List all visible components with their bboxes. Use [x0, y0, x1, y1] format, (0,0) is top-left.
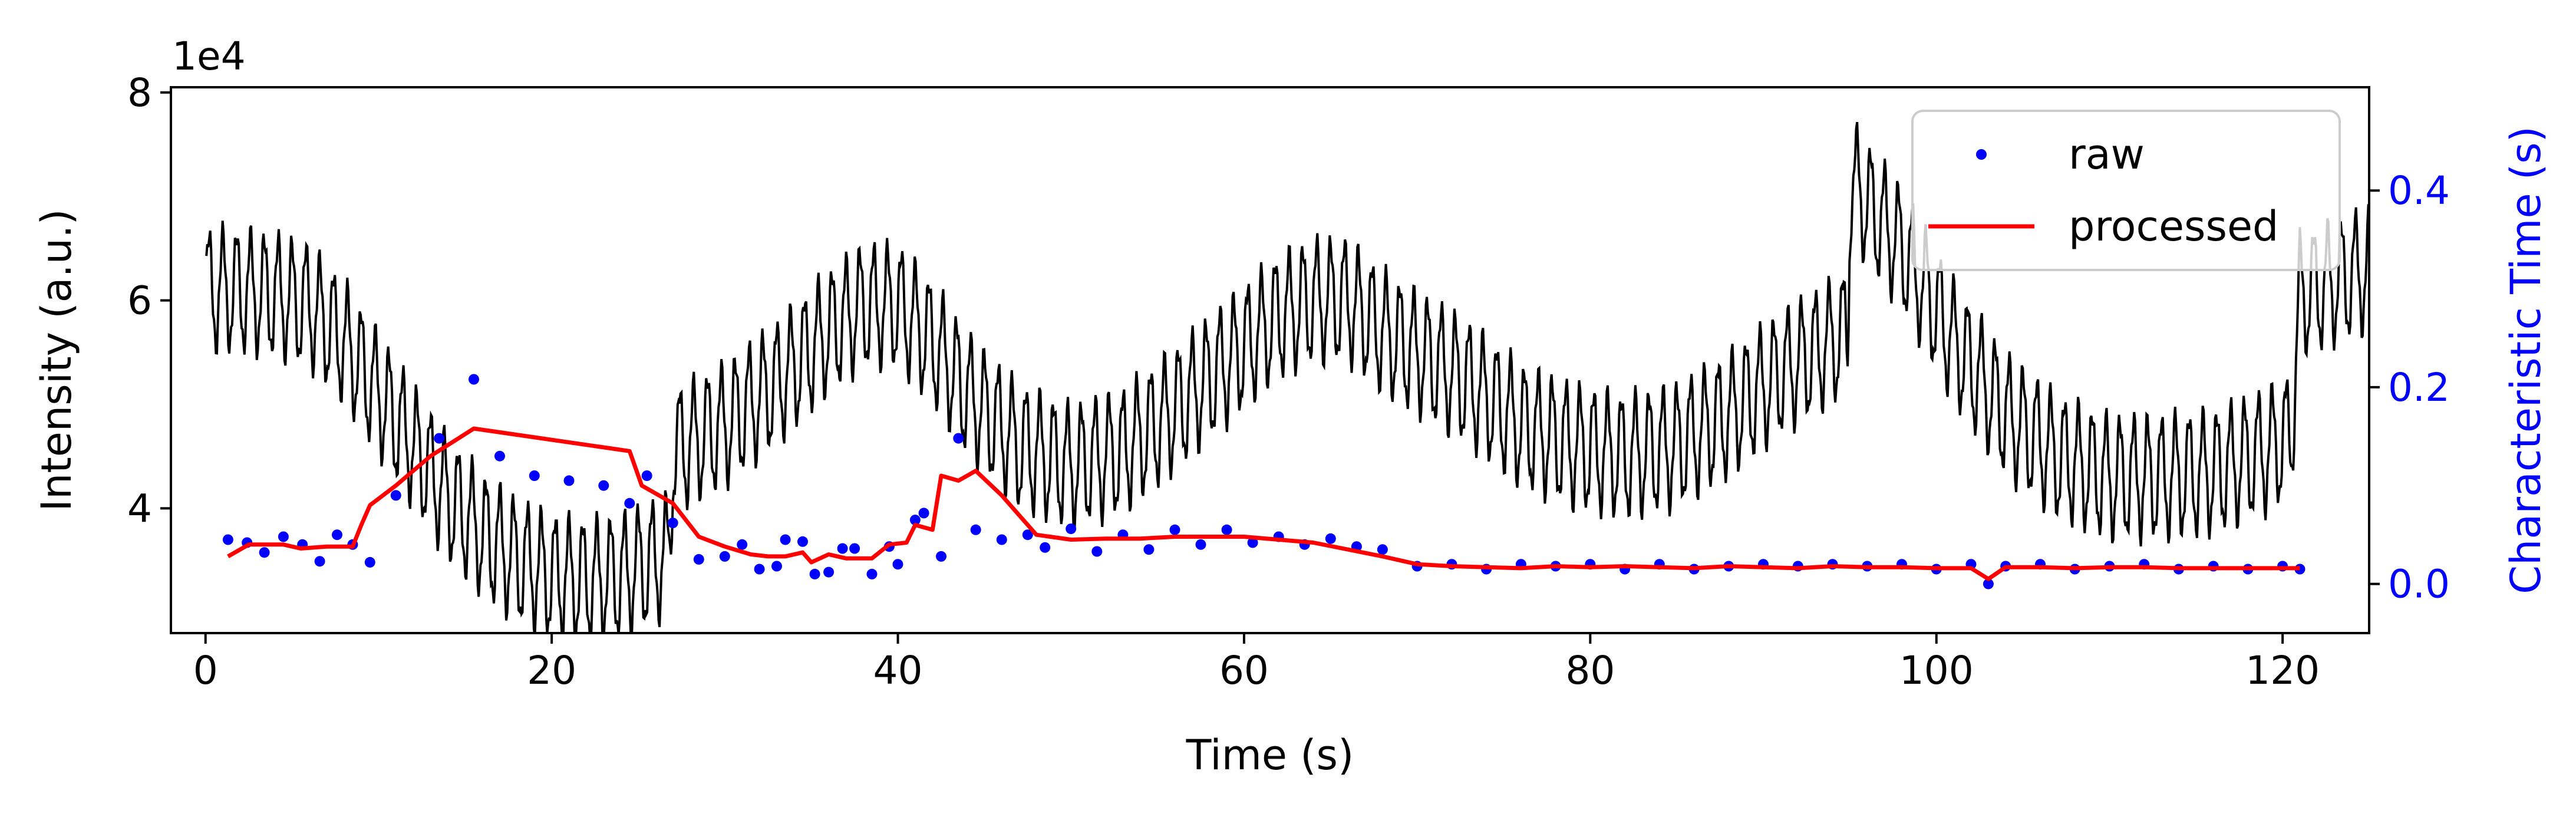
plot-frame: [170, 86, 2370, 634]
raw-point: [1066, 523, 1077, 535]
raw-point: [332, 529, 342, 541]
x-tick-label: 120: [2245, 648, 2320, 693]
raw-point: [1221, 524, 1232, 535]
raw-point: [1040, 542, 1051, 553]
raw-point: [1325, 533, 1336, 544]
raw-point: [866, 568, 878, 579]
raw-point: [953, 433, 964, 444]
raw-point: [754, 564, 765, 575]
x-tick-label: 0: [193, 648, 218, 693]
raw-point: [1022, 529, 1033, 541]
right-y-tick-label: 0.2: [2388, 365, 2450, 410]
x-tick-label: 80: [1565, 648, 1615, 693]
raw-point: [719, 551, 730, 562]
raw-point: [529, 470, 540, 481]
left-y-axis: 4 6 8: [127, 70, 171, 531]
raw-point: [494, 450, 505, 462]
raw-point: [278, 531, 289, 542]
raw-point: [259, 547, 270, 558]
x-tick-label: 40: [873, 648, 923, 693]
legend: raw processed: [1911, 110, 2341, 271]
left-y-axis-label: Intensity (a.u.): [32, 209, 81, 511]
raw-point: [892, 559, 903, 570]
intensity-line: [205, 121, 2369, 633]
raw-point: [1143, 544, 1155, 555]
raw-point: [797, 536, 808, 547]
left-y-tick-label: 8: [127, 70, 152, 116]
legend-processed-label: processed: [2069, 202, 2279, 251]
raw-point: [1377, 544, 1388, 555]
x-tick-label: 20: [527, 648, 576, 693]
legend-raw-label: raw: [2069, 130, 2145, 179]
raw-point: [1195, 539, 1206, 550]
left-y-tick-label: 6: [127, 278, 152, 324]
raw-point: [364, 556, 375, 568]
raw-point: [222, 534, 233, 545]
raw-point: [970, 524, 981, 535]
right-y-axis-label: Characteristic Time (s): [2502, 126, 2550, 594]
raw-point: [780, 534, 791, 545]
processed-line: [227, 426, 2300, 581]
processed-series: [227, 426, 2300, 581]
raw-point: [434, 433, 445, 444]
right-y-tick-label: 0.4: [2388, 168, 2450, 213]
raw-point: [1983, 578, 1994, 589]
raw-point: [737, 539, 748, 550]
raw-point: [390, 490, 401, 501]
x-axis-label: Time (s): [1186, 731, 1354, 779]
x-tick-label: 100: [1899, 648, 1974, 693]
left-y-tick-label: 4: [127, 486, 152, 531]
raw-point: [598, 480, 609, 491]
right-y-tick-label: 0.0: [2388, 562, 2450, 607]
raw-point: [667, 518, 678, 529]
raw-point: [469, 374, 479, 385]
raw-point: [823, 566, 835, 578]
raw-point: [693, 554, 704, 565]
raw-point: [1247, 537, 1258, 548]
raw-point: [314, 556, 325, 567]
left-axis-multiplier: 1e4: [172, 34, 246, 79]
legend-raw-marker: [1976, 149, 1987, 160]
x-tick-label: 60: [1219, 648, 1269, 693]
raw-point: [909, 515, 921, 526]
raw-point: [563, 475, 575, 486]
raw-point: [837, 543, 848, 554]
x-axis: 0 20 40 60 80 100 120: [193, 633, 2320, 693]
raw-point: [624, 498, 635, 509]
intensity-trace: [205, 121, 2369, 633]
raw-point: [1091, 546, 1103, 557]
legend-box: [1911, 110, 2341, 271]
raw-point: [771, 561, 782, 572]
raw-point: [918, 508, 929, 519]
raw-point: [936, 551, 946, 562]
raw-point: [849, 543, 860, 554]
raw-point: [809, 568, 820, 579]
right-y-axis: 0.0 0.2 0.4: [2369, 168, 2450, 607]
raw-point: [996, 534, 1007, 545]
raw-point: [641, 470, 652, 481]
raw-point: [1169, 524, 1180, 535]
